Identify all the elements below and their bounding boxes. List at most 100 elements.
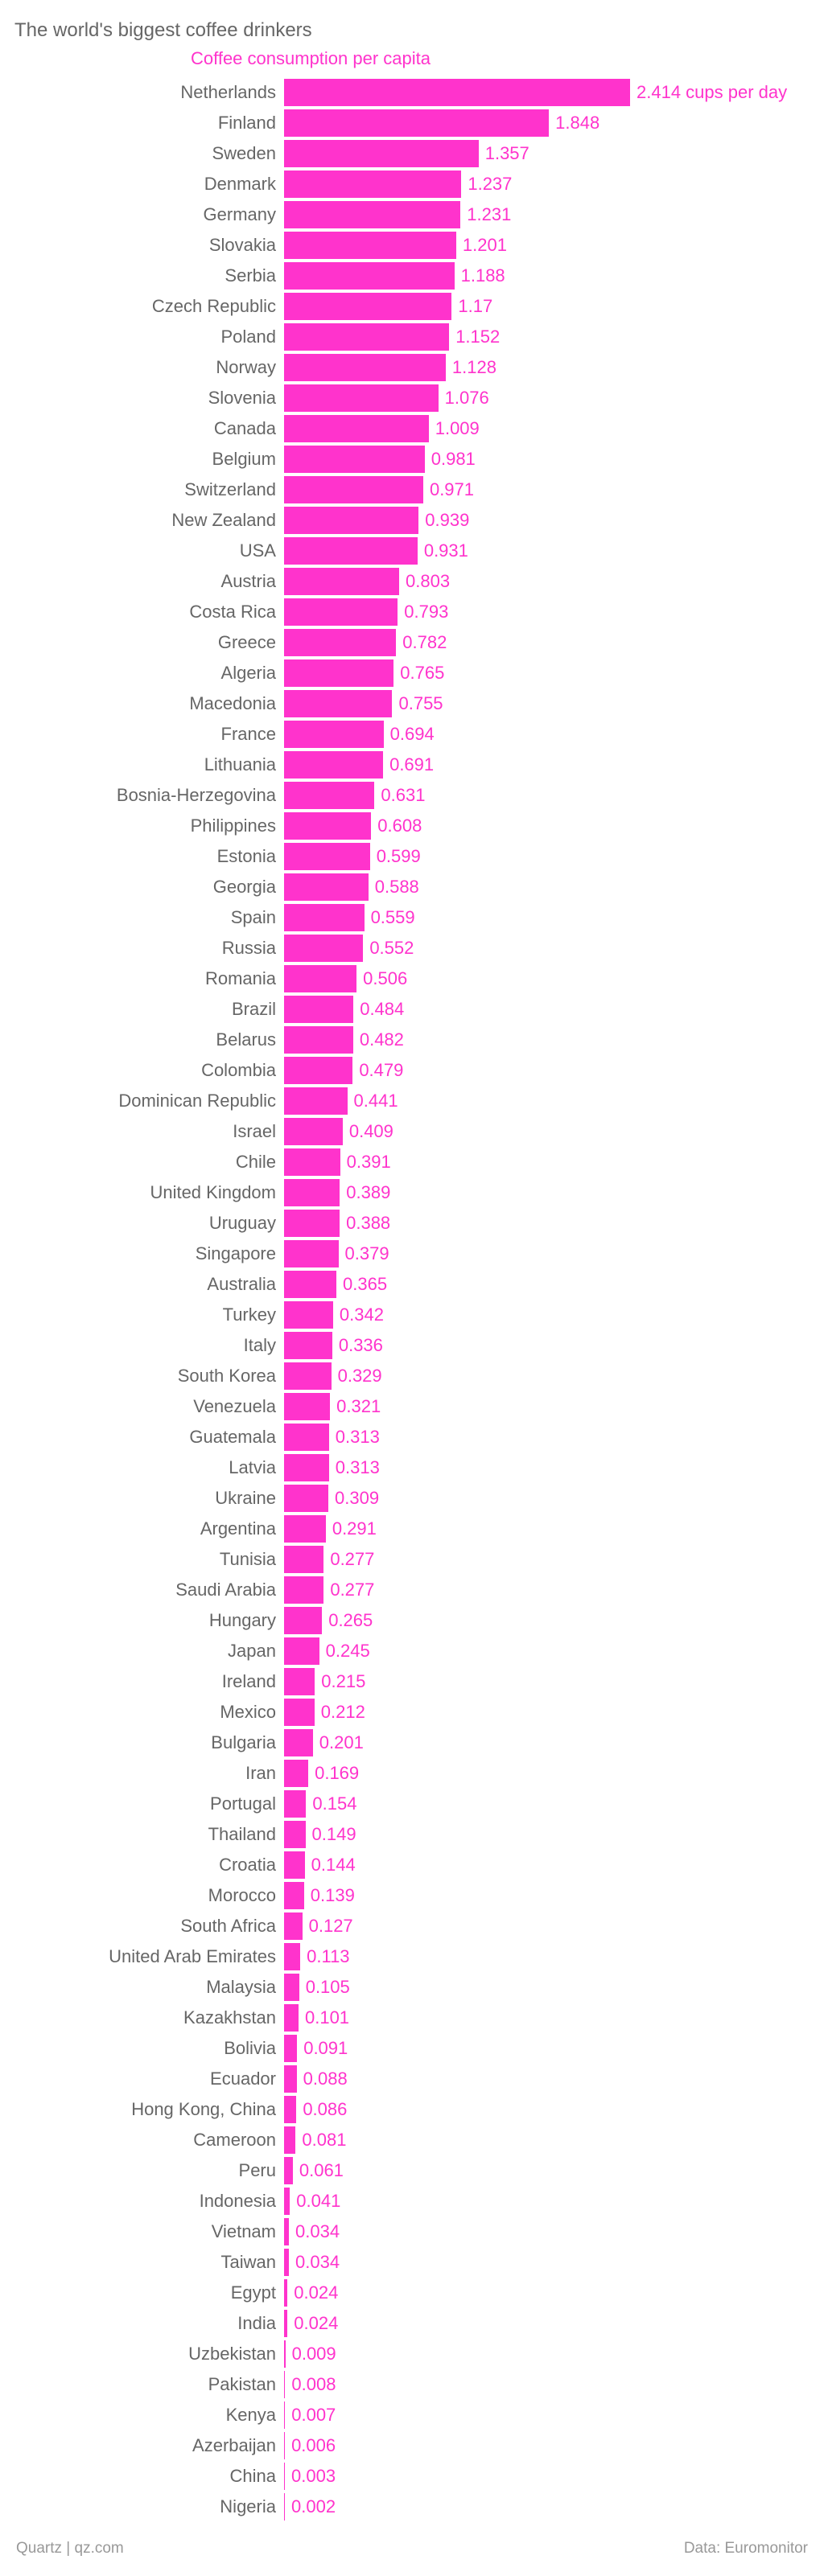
bar-area: 0.482 <box>284 1025 810 1055</box>
bar-row: Spain0.559 <box>14 902 810 933</box>
bar-row: Ecuador0.088 <box>14 2064 810 2094</box>
footer-source: Quartz | qz.com <box>16 2540 124 2558</box>
bar-area: 1.17 <box>284 291 810 322</box>
country-label: Algeria <box>14 663 284 684</box>
bar-area: 0.313 <box>284 1452 810 1483</box>
bar-row: Georgia0.588 <box>14 872 810 902</box>
value-label: 0.971 <box>430 479 474 500</box>
chart-title: The world's biggest coffee drinkers <box>14 19 810 42</box>
bar-row: Dominican Republic0.441 <box>14 1086 810 1116</box>
country-label: Japan <box>14 1641 284 1662</box>
bar-area: 0.007 <box>284 2400 810 2430</box>
bar <box>284 1454 329 1481</box>
value-label: 1.231 <box>467 204 511 225</box>
bar-row: Czech Republic1.17 <box>14 291 810 322</box>
bar-row: Venezuela0.321 <box>14 1391 810 1422</box>
value-label: 0.388 <box>346 1213 390 1234</box>
bar-area: 0.981 <box>284 444 810 475</box>
country-label: Singapore <box>14 1243 284 1264</box>
bar-area: 0.599 <box>284 841 810 872</box>
country-label: United Arab Emirates <box>14 1946 284 1967</box>
bar-row: Saudi Arabia0.277 <box>14 1575 810 1605</box>
bar-row: Kazakhstan0.101 <box>14 2003 810 2033</box>
value-label: 0.313 <box>336 1457 380 1478</box>
value-label: 1.009 <box>435 418 480 439</box>
bar <box>284 812 371 840</box>
country-label: Kazakhstan <box>14 2007 284 2028</box>
country-label: Austria <box>14 571 284 592</box>
bar <box>284 2096 296 2123</box>
bar-area: 0.169 <box>284 1758 810 1789</box>
bar <box>284 1179 340 1206</box>
bar-row: Bolivia0.091 <box>14 2033 810 2064</box>
country-label: Morocco <box>14 1885 284 1906</box>
value-label: 0.008 <box>291 2374 336 2395</box>
bar <box>284 782 374 809</box>
value-label: 0.559 <box>371 907 415 928</box>
bar <box>284 2279 287 2307</box>
bar-row: Netherlands 2.414 cups per day <box>14 77 810 108</box>
bar <box>284 1485 328 1512</box>
bar-area: 0.793 <box>284 597 810 627</box>
country-label: Philippines <box>14 816 284 836</box>
value-label: 0.024 <box>294 2313 338 2334</box>
bar-row: Greece0.782 <box>14 627 810 658</box>
country-label: Russia <box>14 938 284 959</box>
value-label: 0.139 <box>311 1885 355 1906</box>
bar-row: Turkey0.342 <box>14 1300 810 1330</box>
bar-row: Bulgaria0.201 <box>14 1728 810 1758</box>
bar <box>284 1148 340 1176</box>
bar <box>284 1271 336 1298</box>
bar-area: 0.215 <box>284 1666 810 1697</box>
value-label: 0.782 <box>402 632 447 653</box>
value-label: 0.599 <box>377 846 421 867</box>
country-label: Denmark <box>14 174 284 195</box>
country-label: Ecuador <box>14 2069 284 2089</box>
bar-row: Portugal0.154 <box>14 1789 810 1819</box>
country-label: South Korea <box>14 1366 284 1387</box>
bar-row: South Africa0.127 <box>14 1911 810 1941</box>
country-label: Vietnam <box>14 2221 284 2242</box>
bar-row: Austria0.803 <box>14 566 810 597</box>
bar-area: 0.201 <box>284 1728 810 1758</box>
bar-area: 0.309 <box>284 1483 810 1514</box>
value-label: 0.342 <box>340 1304 384 1325</box>
bar <box>284 2371 285 2398</box>
country-label: Ireland <box>14 1671 284 1692</box>
country-label: India <box>14 2313 284 2334</box>
value-label: 1.357 <box>485 143 529 164</box>
value-label: 0.608 <box>377 816 422 836</box>
bar-area: 0.041 <box>284 2186 810 2217</box>
bar-row: Canada1.009 <box>14 413 810 444</box>
bar-row: Israel0.409 <box>14 1116 810 1147</box>
country-label: Tunisia <box>14 1549 284 1570</box>
country-label: Nigeria <box>14 2496 284 2517</box>
bar-row: Taiwan0.034 <box>14 2247 810 2278</box>
bar <box>284 2310 287 2337</box>
bar <box>284 171 461 198</box>
country-label: South Africa <box>14 1916 284 1937</box>
bar-area: 0.388 <box>284 1208 810 1239</box>
country-label: Macedonia <box>14 693 284 714</box>
bar-row: India 0.024 <box>14 2308 810 2339</box>
bar-area: 0.971 <box>284 475 810 505</box>
country-label: Brazil <box>14 999 284 1020</box>
bar-area: 0.441 <box>284 1086 810 1116</box>
value-label: 0.245 <box>326 1641 370 1662</box>
bar <box>284 1087 348 1115</box>
bar-area: 0.379 <box>284 1239 810 1269</box>
bar-row: France0.694 <box>14 719 810 750</box>
bar-row: Argentina0.291 <box>14 1514 810 1544</box>
value-label: 0.277 <box>330 1580 374 1600</box>
bar <box>284 1546 323 1573</box>
country-label: Netherlands <box>14 82 284 103</box>
country-label: Norway <box>14 357 284 378</box>
value-label: 2.414 cups per day <box>637 82 787 103</box>
chart-body: Netherlands2.414 cups per dayFinland1.84… <box>14 77 810 2522</box>
bar <box>284 384 439 412</box>
country-label: Israel <box>14 1121 284 1142</box>
country-label: Taiwan <box>14 2252 284 2273</box>
value-label: 0.631 <box>381 785 425 806</box>
value-label: 0.002 <box>291 2496 336 2517</box>
value-label: 0.091 <box>303 2038 348 2059</box>
